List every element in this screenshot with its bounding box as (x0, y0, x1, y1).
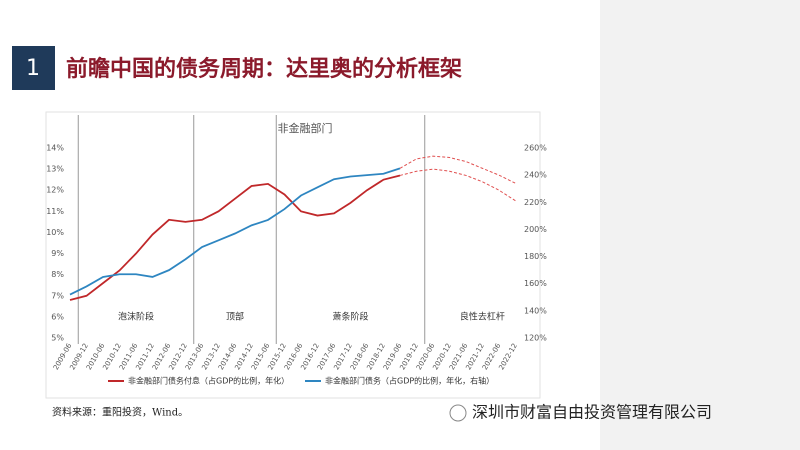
y-tick-label: 13% (46, 165, 64, 174)
y2-tick-label: 200% (524, 225, 547, 234)
series-line (399, 155, 516, 184)
y2-tick-label: 120% (524, 334, 547, 343)
slide-number-box (12, 46, 55, 90)
y2-tick-label: 240% (524, 171, 547, 180)
watermark: 深圳市财富自由投资管理有限公司 (472, 403, 712, 422)
y-tick-label: 5% (51, 334, 64, 343)
y2-tick-label: 260% (524, 144, 547, 153)
y-tick-label: 14% (46, 144, 64, 153)
phase-label: 良性去杠杆 (460, 311, 505, 323)
y2-tick-label: 160% (524, 279, 547, 288)
series-line (69, 167, 401, 296)
y-tick-label: 8% (51, 270, 64, 279)
wechat-icon (449, 404, 467, 422)
source-note: 资料来源：重阳投资，Wind。 (52, 406, 188, 419)
y-tick-label: 9% (51, 249, 64, 258)
y-tick-label: 12% (46, 186, 64, 195)
y-tick-label: 7% (51, 291, 64, 300)
phase-label: 泡沫阶段 (118, 311, 154, 323)
slide-title: 前瞻中国的债务周期：达里奥的分析框架 (66, 56, 462, 82)
phase-label: 萧条阶段 (332, 311, 368, 323)
legend-label: 非金融部门债务付息（占GDP的比例，年化） (128, 376, 289, 386)
legend-label: 非金融部门债务（占GDP的比例，年化，右轴） (325, 376, 494, 386)
series-line (399, 168, 516, 202)
y-tick-label: 6% (51, 312, 64, 321)
y2-tick-label: 220% (524, 198, 547, 207)
y-tick-label: 10% (46, 228, 64, 237)
slide-number: 1 (26, 56, 40, 81)
y2-tick-label: 180% (524, 252, 547, 261)
y-tick-label: 11% (46, 207, 64, 216)
y2-tick-label: 140% (524, 306, 547, 315)
phase-label: 顶部 (226, 311, 244, 323)
series-line (69, 174, 401, 301)
chart-title: 非金融部门 (278, 121, 333, 135)
